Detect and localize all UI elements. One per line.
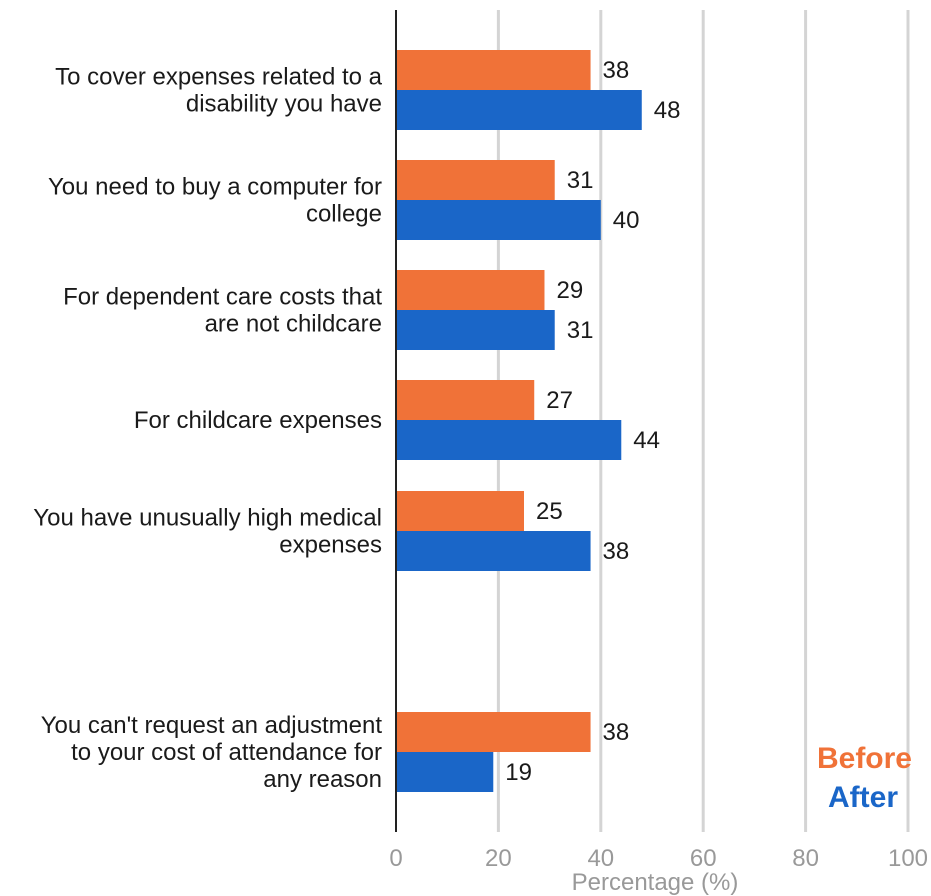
x-tick-label: 0: [389, 845, 402, 872]
value-label-after-0: 48: [654, 97, 681, 124]
value-labels: 38 48 31 40 29 31 27 44 25 38 38 19: [505, 57, 680, 786]
bar-after-3: [396, 420, 622, 460]
category-label: You need to buy a computer for: [48, 174, 382, 201]
category-label: any reason: [263, 766, 382, 793]
x-tick-label: 60: [690, 845, 717, 872]
category-label: college: [306, 201, 382, 228]
bars: [396, 50, 642, 792]
legend: Before After: [817, 742, 912, 814]
category-label: disability you have: [186, 91, 382, 118]
value-label-before-5: 38: [603, 719, 630, 746]
x-tick-label: 80: [792, 845, 819, 872]
category-label: are not childcare: [205, 311, 382, 338]
value-label-before-2: 29: [556, 277, 583, 304]
category-label: For childcare expenses: [134, 407, 382, 434]
value-label-before-1: 31: [567, 167, 594, 194]
bar-after-0: [396, 90, 642, 130]
bar-before-4: [396, 491, 524, 531]
bar-before-0: [396, 50, 591, 90]
value-label-after-3: 44: [633, 427, 660, 454]
value-label-after-2: 31: [567, 317, 594, 344]
bar-after-1: [396, 200, 601, 240]
bar-before-3: [396, 380, 535, 420]
value-label-before-4: 25: [536, 498, 563, 525]
x-tick-labels: 0 20 40 60 80 100: [389, 845, 928, 872]
category-label: You have unusually high medical: [33, 505, 382, 532]
category-label: You can't request an adjustment: [41, 712, 383, 739]
category-label: expenses: [279, 532, 382, 559]
bar-before-5: [396, 712, 591, 752]
bar-after-2: [396, 310, 555, 350]
x-tick-label: 20: [485, 845, 512, 872]
bar-before-2: [396, 270, 545, 310]
value-label-after-5: 19: [505, 759, 532, 786]
category-label: For dependent care costs that: [63, 284, 382, 311]
category-labels: To cover expenses related to adisability…: [33, 64, 382, 794]
legend-before: Before: [817, 742, 912, 775]
value-label-before-3: 27: [546, 387, 573, 414]
value-label-before-0: 38: [603, 57, 630, 84]
gridlines: [496, 10, 910, 832]
category-label: to your cost of attendance for: [71, 739, 382, 766]
category-label: To cover expenses related to a: [55, 64, 383, 91]
value-label-after-1: 40: [613, 207, 640, 234]
x-axis-title: Percentage (%): [572, 869, 739, 896]
bar-after-5: [396, 752, 494, 792]
bar-after-4: [396, 531, 591, 571]
legend-after: After: [828, 781, 898, 814]
x-tick-label: 40: [587, 845, 614, 872]
value-label-after-4: 38: [603, 538, 630, 565]
bar-before-1: [396, 160, 555, 200]
x-tick-label: 100: [888, 845, 928, 872]
